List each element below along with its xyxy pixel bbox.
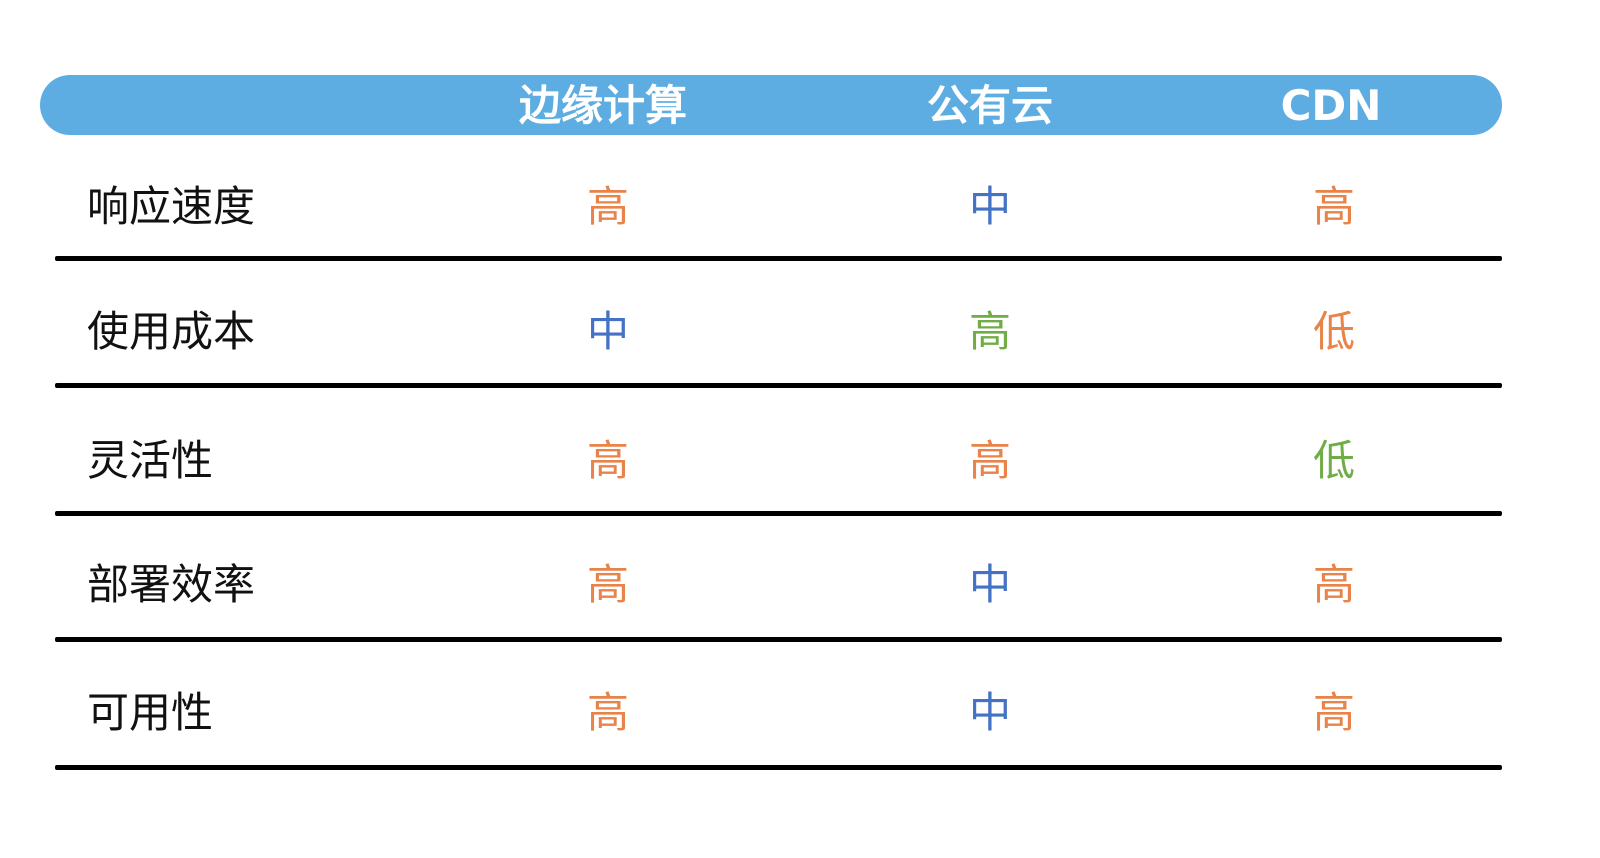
row-label: 部署效率 [87,560,256,609]
cell: 高 [1312,560,1356,609]
cell: 高 [1312,688,1356,737]
cell: 低 [1312,307,1356,356]
cell: 高 [586,688,630,737]
row-label: 响应速度 [87,182,256,231]
cell: 高 [1312,182,1356,231]
row-divider [55,765,1502,770]
header-cdn: CDN [1280,81,1382,130]
row-divider [55,383,1502,388]
cell: 中 [586,307,630,356]
cell: 高 [586,182,630,231]
cell: 低 [1312,436,1356,485]
cell: 中 [968,688,1012,737]
row-label: 使用成本 [87,307,256,356]
cell: 高 [968,307,1012,356]
table-row: 灵活性 高 高 低 [0,440,1600,566]
table-row: 响应速度 高 中 高 [0,186,1600,312]
row-divider [55,256,1502,261]
header-edge-computing: 边缘计算 [518,81,688,130]
table-header: 边缘计算 公有云 CDN [40,75,1502,135]
cell: 中 [968,560,1012,609]
table-row: 部署效率 高 中 高 [0,564,1600,690]
cell: 中 [968,182,1012,231]
cell: 高 [586,436,630,485]
row-label: 灵活性 [87,436,214,485]
row-divider [55,511,1502,516]
table-row: 使用成本 中 高 低 [0,311,1600,437]
table-row: 可用性 高 中 高 [0,692,1600,818]
row-divider [55,637,1502,642]
row-label: 可用性 [87,688,214,737]
header-public-cloud: 公有云 [926,81,1054,130]
cell: 高 [586,560,630,609]
cell: 高 [968,436,1012,485]
